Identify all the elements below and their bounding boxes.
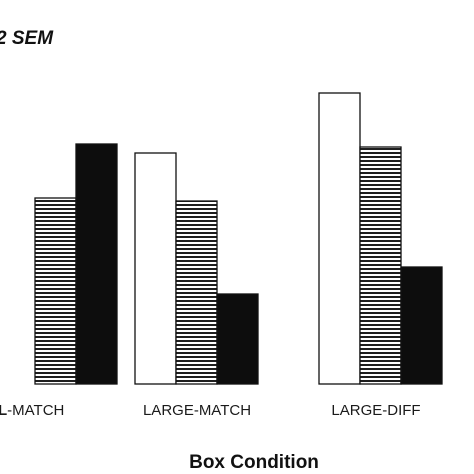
category-label-0: L-MATCH xyxy=(0,402,64,419)
category-label-bold-part: L xyxy=(0,402,7,419)
category-label-1: LARGE-MATCH xyxy=(143,402,251,419)
bars xyxy=(34,92,443,385)
bar-white-1 xyxy=(134,152,177,385)
sem-annotation: 2 SEM xyxy=(0,28,54,49)
category-label-rest: -MATCH xyxy=(7,402,64,419)
bar-black-1 xyxy=(216,293,259,385)
bar-striped-1 xyxy=(175,200,218,385)
bar-white-2 xyxy=(318,92,361,385)
bar-striped-0 xyxy=(34,197,77,385)
bar-striped-2 xyxy=(359,146,402,385)
bar-black-0 xyxy=(75,143,118,385)
category-label-2: LARGE-DIFF xyxy=(331,402,420,419)
category-labels: L-MATCH LARGE-MATCH LARGE-DIFF xyxy=(0,402,421,419)
bar-black-2 xyxy=(400,266,443,385)
x-axis-title: Box Condition xyxy=(189,452,319,473)
